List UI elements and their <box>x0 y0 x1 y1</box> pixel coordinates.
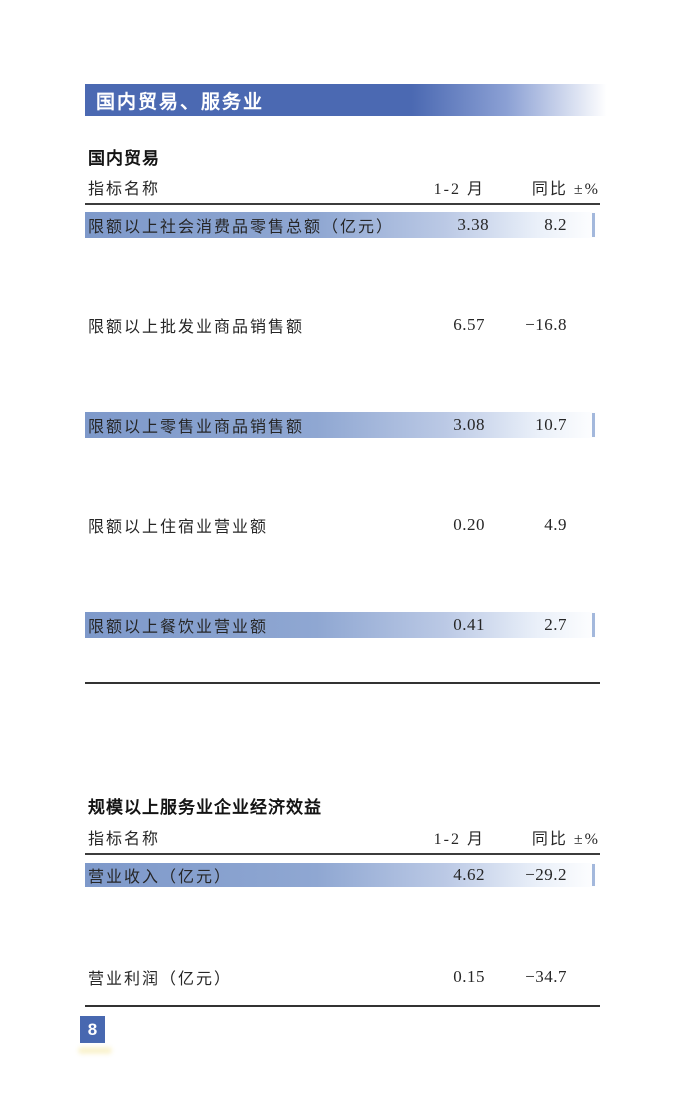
table-row: 营业利润（亿元） 0.15 −34.7 <box>85 965 600 989</box>
row-yoy: −29.2 <box>525 865 567 884</box>
page-number-badge: 8 <box>80 1016 105 1043</box>
banner-title: 国内贸易、服务业 <box>96 91 265 113</box>
column-header-indicator: 指标名称 <box>88 831 161 848</box>
table-bottom-rule <box>85 682 600 684</box>
row-value: 3.38 <box>457 215 490 234</box>
row-yoy: 2.7 <box>544 615 567 634</box>
service-industry-table: 指标名称 1-2 月 同比 ±% 营业收入（亿元） 4.62 −29.2 营业利… <box>85 831 600 1007</box>
table-header-row: 指标名称 1-2 月 同比 ±% <box>85 831 600 855</box>
row-value: 6.57 <box>453 315 485 334</box>
row-label: 限额以上零售业商品销售额 <box>88 419 305 436</box>
row-label: 限额以上餐饮业营业额 <box>88 619 269 636</box>
row-value: 3.08 <box>453 415 485 434</box>
table-body: 限额以上社会消费品零售总额（亿元） 3.38 8.2 限额以上批发业商品销售额 … <box>85 212 600 638</box>
row-yoy: 8.2 <box>544 215 567 234</box>
row-highlight-tick <box>592 864 595 886</box>
table-header-row: 指标名称 1-2 月 同比 ±% <box>85 181 600 205</box>
section-title-domestic-trade: 国内贸易 <box>88 149 160 168</box>
table-row: 限额以上住宿业营业额 0.20 4.9 <box>85 512 600 538</box>
table-row: 限额以上零售业商品销售额 3.08 10.7 <box>85 412 600 438</box>
section-title-service-industry: 规模以上服务业企业经济效益 <box>88 798 322 817</box>
row-label: 营业利润（亿元） <box>88 971 233 988</box>
row-yoy: −16.8 <box>525 315 567 334</box>
table-bottom-rule <box>85 1005 600 1007</box>
column-header-period: 1-2 月 <box>433 831 485 848</box>
row-label: 限额以上住宿业营业额 <box>88 519 269 536</box>
row-yoy: 4.9 <box>544 515 567 534</box>
scan-smudge <box>78 1047 112 1054</box>
column-header-period: 1-2 月 <box>433 181 485 198</box>
column-header-indicator: 指标名称 <box>88 181 161 198</box>
row-yoy: −34.7 <box>525 967 567 986</box>
row-label: 营业收入（亿元） <box>88 869 233 886</box>
section-banner: 国内贸易、服务业 <box>85 84 612 116</box>
column-header-yoy: 同比 ±% <box>531 181 600 198</box>
row-yoy: 10.7 <box>535 415 567 434</box>
row-value: 0.41 <box>453 615 485 634</box>
table-body: 营业收入（亿元） 4.62 −29.2 营业利润（亿元） 0.15 −34.7 <box>85 863 600 989</box>
table-row: 限额以上餐饮业营业额 0.41 2.7 <box>85 612 600 638</box>
column-header-yoy: 同比 ±% <box>531 831 600 848</box>
row-label: 限额以上社会消费品零售总额（亿元） <box>88 219 395 236</box>
row-label: 限额以上批发业商品销售额 <box>88 319 305 336</box>
table-row: 营业收入（亿元） 4.62 −29.2 <box>85 863 600 887</box>
row-highlight-tick <box>592 213 595 237</box>
row-value: 0.15 <box>453 967 485 986</box>
row-value: 0.20 <box>453 515 485 534</box>
row-value: 4.62 <box>453 865 485 884</box>
table-row: 限额以上社会消费品零售总额（亿元） 3.38 8.2 <box>85 212 600 238</box>
row-highlight-tick <box>592 413 595 437</box>
row-highlight-tick <box>592 613 595 637</box>
domestic-trade-table: 指标名称 1-2 月 同比 ±% 限额以上社会消费品零售总额（亿元） 3.38 … <box>85 181 600 684</box>
table-row: 限额以上批发业商品销售额 6.57 −16.8 <box>85 312 600 338</box>
